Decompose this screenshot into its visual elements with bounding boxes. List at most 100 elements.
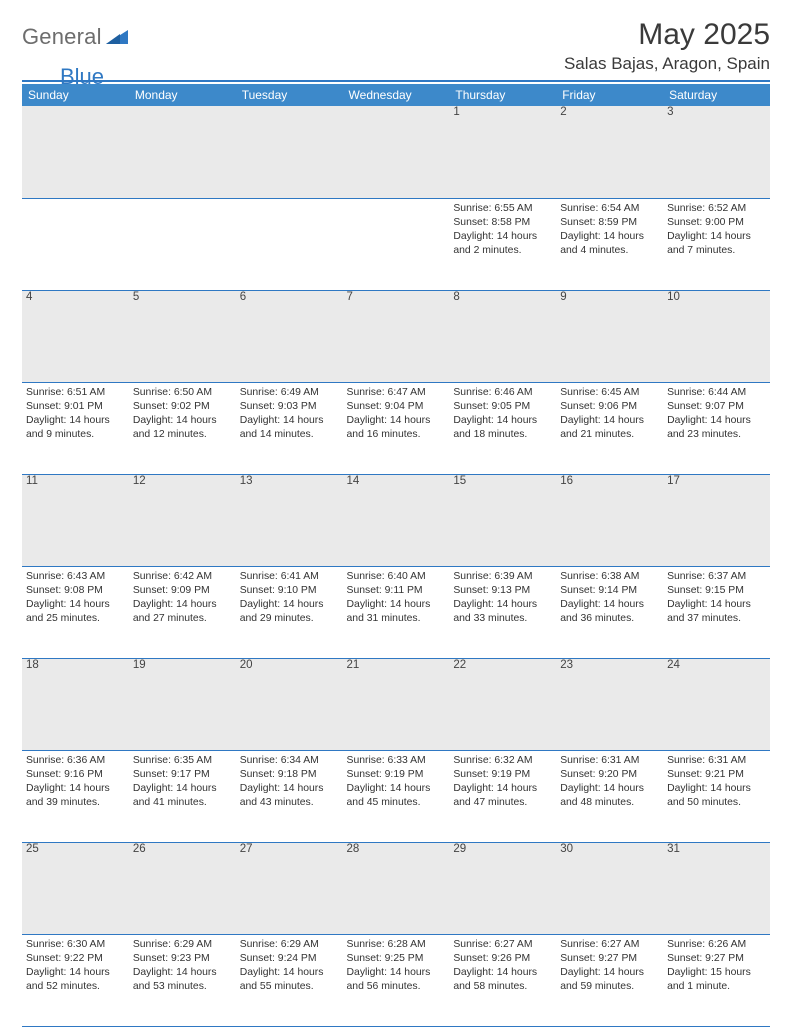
week-row: Sunrise: 6:43 AMSunset: 9:08 PMDaylight:…: [22, 566, 770, 658]
day-number: 4: [22, 290, 129, 382]
day-details: Sunrise: 6:44 AMSunset: 9:07 PMDaylight:…: [667, 383, 766, 442]
sunrise-text: Sunrise: 6:47 AM: [347, 386, 446, 400]
week-row: Sunrise: 6:30 AMSunset: 9:22 PMDaylight:…: [22, 934, 770, 1026]
day-number: 26: [129, 842, 236, 934]
day-details: Sunrise: 6:31 AMSunset: 9:20 PMDaylight:…: [560, 751, 659, 810]
day-details: Sunrise: 6:34 AMSunset: 9:18 PMDaylight:…: [240, 751, 339, 810]
day-number: 29: [449, 842, 556, 934]
sunrise-text: Sunrise: 6:26 AM: [667, 938, 766, 952]
day-cell: Sunrise: 6:42 AMSunset: 9:09 PMDaylight:…: [129, 566, 236, 658]
sunrise-text: Sunrise: 6:42 AM: [133, 570, 232, 584]
day-cell: Sunrise: 6:36 AMSunset: 9:16 PMDaylight:…: [22, 750, 129, 842]
day-details: Sunrise: 6:27 AMSunset: 9:27 PMDaylight:…: [560, 935, 659, 994]
day-cell: Sunrise: 6:29 AMSunset: 9:23 PMDaylight:…: [129, 934, 236, 1026]
day-number: 25: [22, 842, 129, 934]
daynum-row: 25262728293031: [22, 842, 770, 934]
sunrise-text: Sunrise: 6:41 AM: [240, 570, 339, 584]
day-number: 17: [663, 474, 770, 566]
day-details: Sunrise: 6:46 AMSunset: 9:05 PMDaylight:…: [453, 383, 552, 442]
sunset-text: Sunset: 9:03 PM: [240, 400, 339, 414]
day-number: 15: [449, 474, 556, 566]
day-details: Sunrise: 6:29 AMSunset: 9:24 PMDaylight:…: [240, 935, 339, 994]
day-number: 13: [236, 474, 343, 566]
daylight-text: Daylight: 14 hours and 18 minutes.: [453, 414, 552, 442]
weekday-header: Monday: [129, 84, 236, 106]
day-details: Sunrise: 6:50 AMSunset: 9:02 PMDaylight:…: [133, 383, 232, 442]
day-number: 19: [129, 658, 236, 750]
sunrise-text: Sunrise: 6:35 AM: [133, 754, 232, 768]
daylight-text: Daylight: 14 hours and 23 minutes.: [667, 414, 766, 442]
sunrise-text: Sunrise: 6:27 AM: [560, 938, 659, 952]
sunrise-text: Sunrise: 6:43 AM: [26, 570, 125, 584]
day-cell: Sunrise: 6:51 AMSunset: 9:01 PMDaylight:…: [22, 382, 129, 474]
day-cell: Sunrise: 6:38 AMSunset: 9:14 PMDaylight:…: [556, 566, 663, 658]
sunset-text: Sunset: 9:09 PM: [133, 584, 232, 598]
sunset-text: Sunset: 9:27 PM: [667, 952, 766, 966]
sunrise-text: Sunrise: 6:34 AM: [240, 754, 339, 768]
daylight-text: Daylight: 14 hours and 41 minutes.: [133, 782, 232, 810]
day-number: 31: [663, 842, 770, 934]
day-number: [129, 106, 236, 198]
sunset-text: Sunset: 9:10 PM: [240, 584, 339, 598]
daylight-text: Daylight: 14 hours and 50 minutes.: [667, 782, 766, 810]
day-number: 2: [556, 106, 663, 198]
sunset-text: Sunset: 9:11 PM: [347, 584, 446, 598]
sunrise-text: Sunrise: 6:33 AM: [347, 754, 446, 768]
sunset-text: Sunset: 9:17 PM: [133, 768, 232, 782]
day-number: 18: [22, 658, 129, 750]
day-cell: Sunrise: 6:35 AMSunset: 9:17 PMDaylight:…: [129, 750, 236, 842]
day-number: 8: [449, 290, 556, 382]
sunrise-text: Sunrise: 6:55 AM: [453, 202, 552, 216]
day-cell: Sunrise: 6:49 AMSunset: 9:03 PMDaylight:…: [236, 382, 343, 474]
sunset-text: Sunset: 9:21 PM: [667, 768, 766, 782]
day-details: Sunrise: 6:36 AMSunset: 9:16 PMDaylight:…: [26, 751, 125, 810]
weekday-header: Tuesday: [236, 84, 343, 106]
day-cell: Sunrise: 6:29 AMSunset: 9:24 PMDaylight:…: [236, 934, 343, 1026]
daylight-text: Daylight: 14 hours and 21 minutes.: [560, 414, 659, 442]
day-cell: Sunrise: 6:40 AMSunset: 9:11 PMDaylight:…: [343, 566, 450, 658]
day-details: Sunrise: 6:52 AMSunset: 9:00 PMDaylight:…: [667, 199, 766, 258]
day-number: 5: [129, 290, 236, 382]
day-cell: Sunrise: 6:34 AMSunset: 9:18 PMDaylight:…: [236, 750, 343, 842]
daylight-text: Daylight: 14 hours and 59 minutes.: [560, 966, 659, 994]
sunrise-text: Sunrise: 6:31 AM: [667, 754, 766, 768]
weekday-header: Friday: [556, 84, 663, 106]
sunrise-text: Sunrise: 6:31 AM: [560, 754, 659, 768]
sunset-text: Sunset: 9:24 PM: [240, 952, 339, 966]
sunset-text: Sunset: 9:16 PM: [26, 768, 125, 782]
sunrise-text: Sunrise: 6:32 AM: [453, 754, 552, 768]
weekday-header: Wednesday: [343, 84, 450, 106]
sunset-text: Sunset: 9:25 PM: [347, 952, 446, 966]
daylight-text: Daylight: 14 hours and 9 minutes.: [26, 414, 125, 442]
sunrise-text: Sunrise: 6:49 AM: [240, 386, 339, 400]
day-cell: Sunrise: 6:52 AMSunset: 9:00 PMDaylight:…: [663, 198, 770, 290]
sunset-text: Sunset: 9:26 PM: [453, 952, 552, 966]
sunrise-text: Sunrise: 6:46 AM: [453, 386, 552, 400]
day-details: Sunrise: 6:26 AMSunset: 9:27 PMDaylight:…: [667, 935, 766, 994]
sunset-text: Sunset: 9:14 PM: [560, 584, 659, 598]
day-number: [236, 106, 343, 198]
sunrise-text: Sunrise: 6:54 AM: [560, 202, 659, 216]
sunset-text: Sunset: 9:22 PM: [26, 952, 125, 966]
day-number: 22: [449, 658, 556, 750]
day-number: 12: [129, 474, 236, 566]
sunset-text: Sunset: 9:15 PM: [667, 584, 766, 598]
day-cell: Sunrise: 6:31 AMSunset: 9:20 PMDaylight:…: [556, 750, 663, 842]
daylight-text: Daylight: 14 hours and 7 minutes.: [667, 230, 766, 258]
day-cell: Sunrise: 6:26 AMSunset: 9:27 PMDaylight:…: [663, 934, 770, 1026]
day-cell: Sunrise: 6:54 AMSunset: 8:59 PMDaylight:…: [556, 198, 663, 290]
daylight-text: Daylight: 14 hours and 14 minutes.: [240, 414, 339, 442]
daylight-text: Daylight: 14 hours and 45 minutes.: [347, 782, 446, 810]
sunset-text: Sunset: 9:27 PM: [560, 952, 659, 966]
day-details: Sunrise: 6:33 AMSunset: 9:19 PMDaylight:…: [347, 751, 446, 810]
day-details: Sunrise: 6:41 AMSunset: 9:10 PMDaylight:…: [240, 567, 339, 626]
day-details: Sunrise: 6:54 AMSunset: 8:59 PMDaylight:…: [560, 199, 659, 258]
day-details: Sunrise: 6:45 AMSunset: 9:06 PMDaylight:…: [560, 383, 659, 442]
sunrise-text: Sunrise: 6:44 AM: [667, 386, 766, 400]
day-number: 20: [236, 658, 343, 750]
header-divider: [22, 80, 770, 82]
sunset-text: Sunset: 9:07 PM: [667, 400, 766, 414]
day-number: 3: [663, 106, 770, 198]
day-cell: [343, 198, 450, 290]
day-details: Sunrise: 6:49 AMSunset: 9:03 PMDaylight:…: [240, 383, 339, 442]
